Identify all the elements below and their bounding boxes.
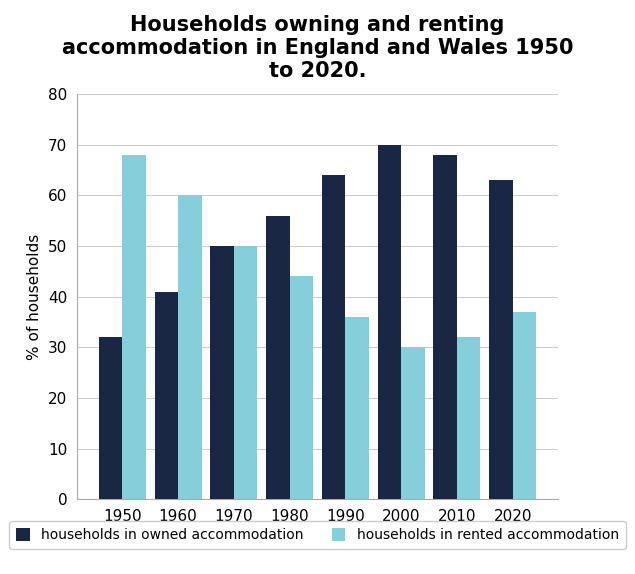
- Bar: [155, 292, 178, 499]
- Bar: [322, 175, 345, 499]
- Title: Households owning and renting
accommodation in England and Wales 1950
to 2020.: Households owning and renting accommodat…: [62, 15, 573, 82]
- Bar: [123, 155, 146, 499]
- Bar: [99, 338, 123, 499]
- Bar: [266, 216, 290, 499]
- Bar: [512, 312, 536, 499]
- Bar: [434, 155, 457, 499]
- Bar: [457, 338, 480, 499]
- Bar: [210, 246, 234, 499]
- Bar: [234, 246, 257, 499]
- Bar: [178, 195, 201, 499]
- Bar: [401, 347, 425, 499]
- Y-axis label: % of households: % of households: [27, 234, 43, 360]
- Bar: [378, 145, 401, 499]
- Bar: [489, 180, 512, 499]
- Bar: [345, 317, 369, 499]
- Legend: households in owned accommodation, households in rented accommodation: households in owned accommodation, house…: [10, 521, 625, 549]
- Bar: [290, 277, 313, 499]
